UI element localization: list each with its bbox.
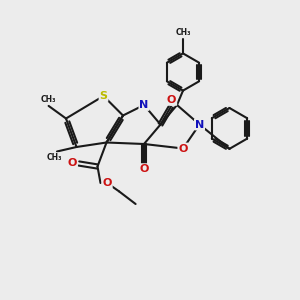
- Text: O: O: [139, 164, 149, 174]
- Text: CH₃: CH₃: [40, 95, 56, 104]
- Text: CH₃: CH₃: [175, 28, 191, 37]
- Text: CH₃: CH₃: [47, 153, 62, 162]
- Text: O: O: [102, 178, 112, 188]
- Text: O: O: [68, 158, 77, 169]
- Text: N: N: [140, 100, 148, 110]
- Text: O: O: [178, 143, 188, 154]
- Text: S: S: [100, 91, 107, 101]
- Text: N: N: [195, 119, 204, 130]
- Text: O: O: [167, 95, 176, 105]
